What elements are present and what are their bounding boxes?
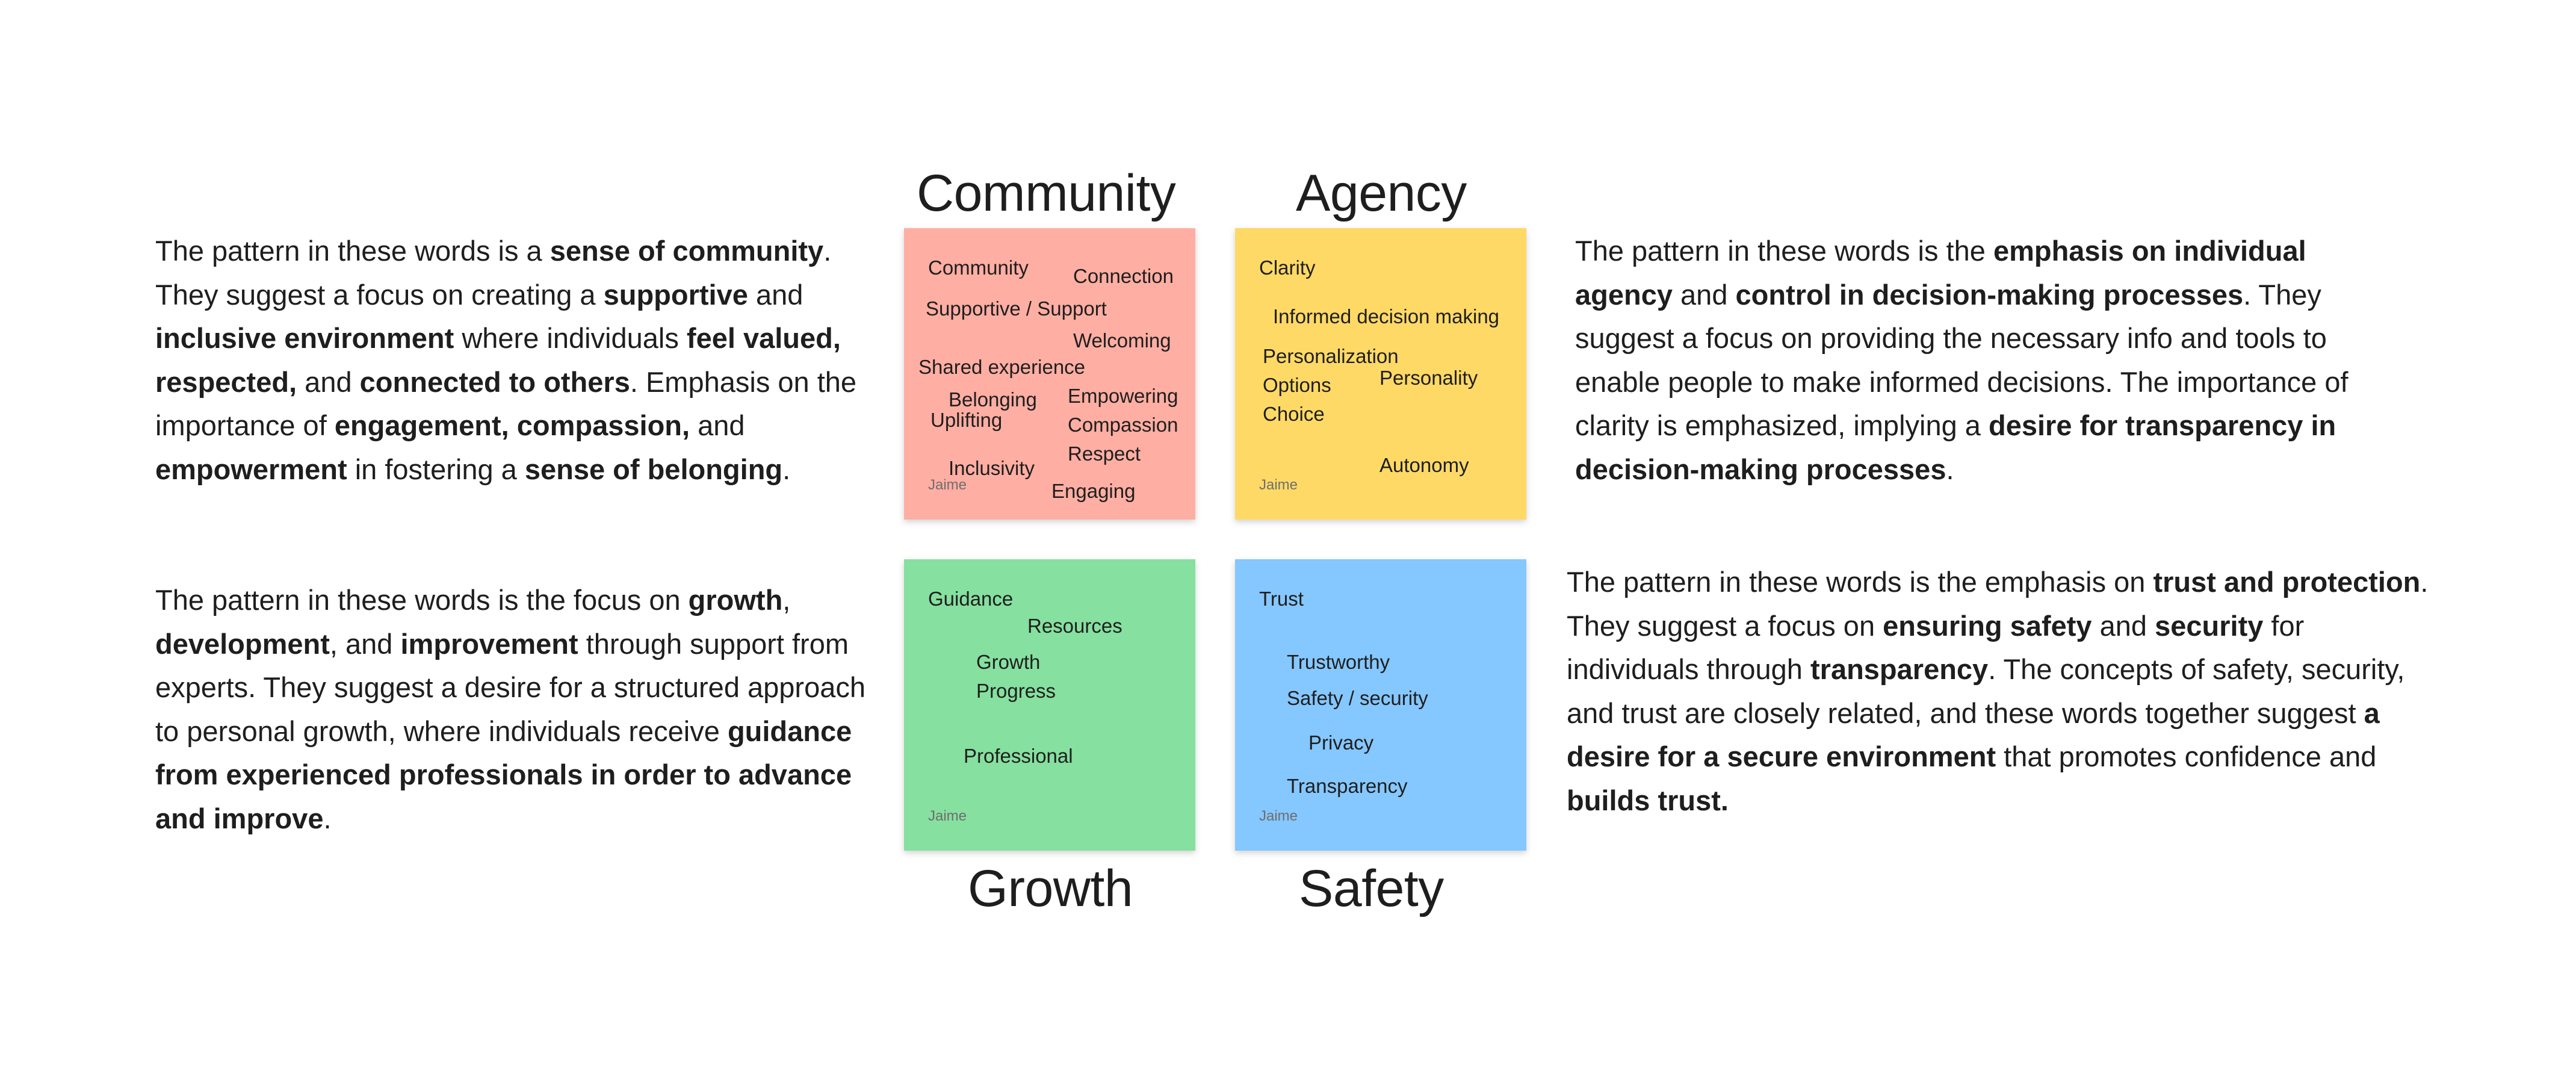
emphasis-text: builds trust. <box>1567 784 1729 816</box>
body-text: . They suggest a focus on <box>1567 566 2429 642</box>
body-text: in fostering a <box>347 453 525 485</box>
emphasis-text: sense of community <box>550 235 824 267</box>
sticky-word: Trustworthy <box>1287 651 1390 673</box>
emphasis-text: engagement, compassion, <box>334 409 690 441</box>
body-text: . <box>323 802 332 834</box>
body-text: , <box>782 584 791 616</box>
paragraph-safety: The pattern in these words is the emphas… <box>1567 560 2433 822</box>
sticky-word: Growth <box>976 651 1041 673</box>
emphasis-text: a desire for a secure environment <box>1567 697 2380 773</box>
body-text: for individuals through <box>1567 609 2305 686</box>
body-text: The pattern in these words is the focus … <box>155 584 689 616</box>
body-text: , and <box>329 627 401 660</box>
sticky-note-community[interactable]: Community Connection Supportive / Suppor… <box>904 228 1195 520</box>
body-text: and <box>748 278 803 311</box>
heading-community: Community <box>917 164 1176 222</box>
body-text: through support from experts. They sugge… <box>155 627 866 747</box>
sticky-author: Jaime <box>928 808 967 824</box>
body-text: . The concepts of safety, security, and … <box>1567 653 2405 729</box>
sticky-word: Connection <box>1073 265 1174 287</box>
sticky-author: Jaime <box>1259 477 1298 493</box>
emphasis-text: improvement <box>400 627 578 660</box>
paragraph-growth: The pattern in these words is the focus … <box>155 579 887 840</box>
body-text: where individuals <box>454 322 687 354</box>
paragraph-agency: The pattern in these words is the emphas… <box>1575 229 2406 491</box>
sticky-word: Guidance <box>928 588 1014 610</box>
sticky-word: Transparency <box>1287 775 1408 797</box>
sticky-word: Uplifting <box>930 409 1003 431</box>
sticky-word: Autonomy <box>1379 454 1469 476</box>
sticky-word: Resources <box>1027 615 1122 637</box>
sticky-word: Respect <box>1068 442 1141 465</box>
sticky-word: Safety / security <box>1287 687 1428 709</box>
sticky-word: Clarity <box>1259 256 1316 279</box>
heading-safety: Safety <box>1299 860 1444 917</box>
emphasis-text: ensuring safety <box>1883 609 2092 642</box>
body-text: The pattern in these words is the emphas… <box>1567 566 2153 598</box>
body-text: The pattern in these words is the <box>1575 235 1993 267</box>
emphasis-text: sense of belonging <box>524 453 783 485</box>
body-text: The pattern in these words is a <box>155 235 550 267</box>
sticky-word: Community <box>928 256 1029 279</box>
sticky-word: Welcoming <box>1073 329 1171 352</box>
sticky-author: Jaime <box>928 477 967 493</box>
sticky-word: Trust <box>1259 588 1304 610</box>
sticky-word: Engaging <box>1051 480 1136 502</box>
sticky-word: Shared experience <box>918 356 1086 378</box>
emphasis-text: trust and protection <box>2153 566 2421 598</box>
body-text: . <box>782 453 791 485</box>
sticky-word: Supportive / Support <box>926 297 1107 320</box>
emphasis-text: inclusive environment <box>155 322 454 354</box>
body-text: that promotes confidence and <box>1996 740 2377 772</box>
sticky-word: Professional <box>964 745 1073 767</box>
emphasis-text: control in decision-making processes <box>1735 278 2244 311</box>
body-text: . They suggest a focus on creating a <box>155 235 832 311</box>
heading-growth: Growth <box>968 860 1133 917</box>
sticky-word: Choice <box>1263 403 1325 425</box>
sticky-word: Informed decision making <box>1273 305 1500 328</box>
body-text: . Emphasis on the importance of <box>155 365 857 442</box>
paragraph-community: The pattern in these words is a sense of… <box>155 229 887 491</box>
sticky-word: Personality <box>1379 367 1478 389</box>
emphasis-text: security <box>2155 609 2264 642</box>
sticky-word: Inclusivity <box>949 457 1035 479</box>
heading-agency: Agency <box>1296 164 1467 222</box>
emphasis-text: feel valued, respected, <box>155 322 841 398</box>
sticky-word: Compassion <box>1068 414 1178 436</box>
sticky-note-growth[interactable]: Guidance Resources Growth Progress Profe… <box>904 559 1195 851</box>
body-text: and <box>1672 278 1736 311</box>
sticky-note-agency[interactable]: Clarity Informed decision making Persona… <box>1235 228 1526 520</box>
sticky-author: Jaime <box>1259 808 1298 824</box>
sticky-word: Personalization <box>1263 345 1399 367</box>
emphasis-text: development <box>155 627 330 660</box>
body-text: . <box>1946 453 1954 485</box>
sticky-word: Progress <box>976 680 1056 702</box>
emphasis-text: desire for transparency in decision-maki… <box>1575 409 2336 485</box>
body-text: and <box>690 409 745 441</box>
body-text: . They suggest a focus on providing the … <box>1575 278 2348 442</box>
body-text: and <box>297 365 360 398</box>
emphasis-text: connected to others <box>359 365 630 398</box>
body-text: and <box>2091 609 2155 642</box>
emphasis-text: growth <box>688 584 783 616</box>
sticky-word: Privacy <box>1308 731 1374 754</box>
emphasis-text: emphasis on individual agency <box>1575 235 2306 311</box>
emphasis-text: empowerment <box>155 453 347 485</box>
sticky-word: Empowering <box>1068 385 1178 407</box>
emphasis-text: transparency <box>1810 653 1989 685</box>
emphasis-text: guidance from experienced professionals … <box>155 715 852 834</box>
sticky-word: Belonging <box>949 388 1037 411</box>
sticky-note-safety[interactable]: Trust Trustworthy Safety / security Priv… <box>1235 559 1526 851</box>
emphasis-text: supportive <box>603 278 748 311</box>
sticky-word: Options <box>1263 374 1331 396</box>
